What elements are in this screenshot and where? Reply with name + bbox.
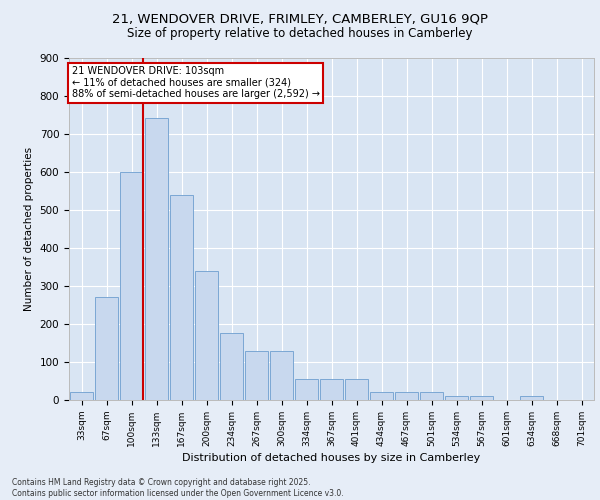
Bar [119, 172, 143, 400]
Bar [95, 297, 118, 400]
Bar [370, 392, 394, 400]
Bar [344, 379, 368, 400]
Bar [145, 118, 169, 400]
Y-axis label: Number of detached properties: Number of detached properties [24, 146, 34, 311]
Bar [194, 270, 218, 400]
Bar [445, 396, 469, 400]
Text: 21, WENDOVER DRIVE, FRIMLEY, CAMBERLEY, GU16 9QP: 21, WENDOVER DRIVE, FRIMLEY, CAMBERLEY, … [112, 12, 488, 26]
Bar [220, 334, 244, 400]
Bar [295, 379, 319, 400]
Bar [395, 392, 418, 400]
Bar [419, 392, 443, 400]
Bar [170, 194, 193, 400]
Bar [520, 396, 544, 400]
Bar [470, 396, 493, 400]
Text: Size of property relative to detached houses in Camberley: Size of property relative to detached ho… [127, 28, 473, 40]
Bar [245, 350, 268, 400]
Bar [320, 379, 343, 400]
Bar [70, 392, 94, 400]
X-axis label: Distribution of detached houses by size in Camberley: Distribution of detached houses by size … [182, 453, 481, 463]
Bar [269, 350, 293, 400]
Text: 21 WENDOVER DRIVE: 103sqm
← 11% of detached houses are smaller (324)
88% of semi: 21 WENDOVER DRIVE: 103sqm ← 11% of detac… [71, 66, 320, 100]
Text: Contains HM Land Registry data © Crown copyright and database right 2025.
Contai: Contains HM Land Registry data © Crown c… [12, 478, 344, 498]
